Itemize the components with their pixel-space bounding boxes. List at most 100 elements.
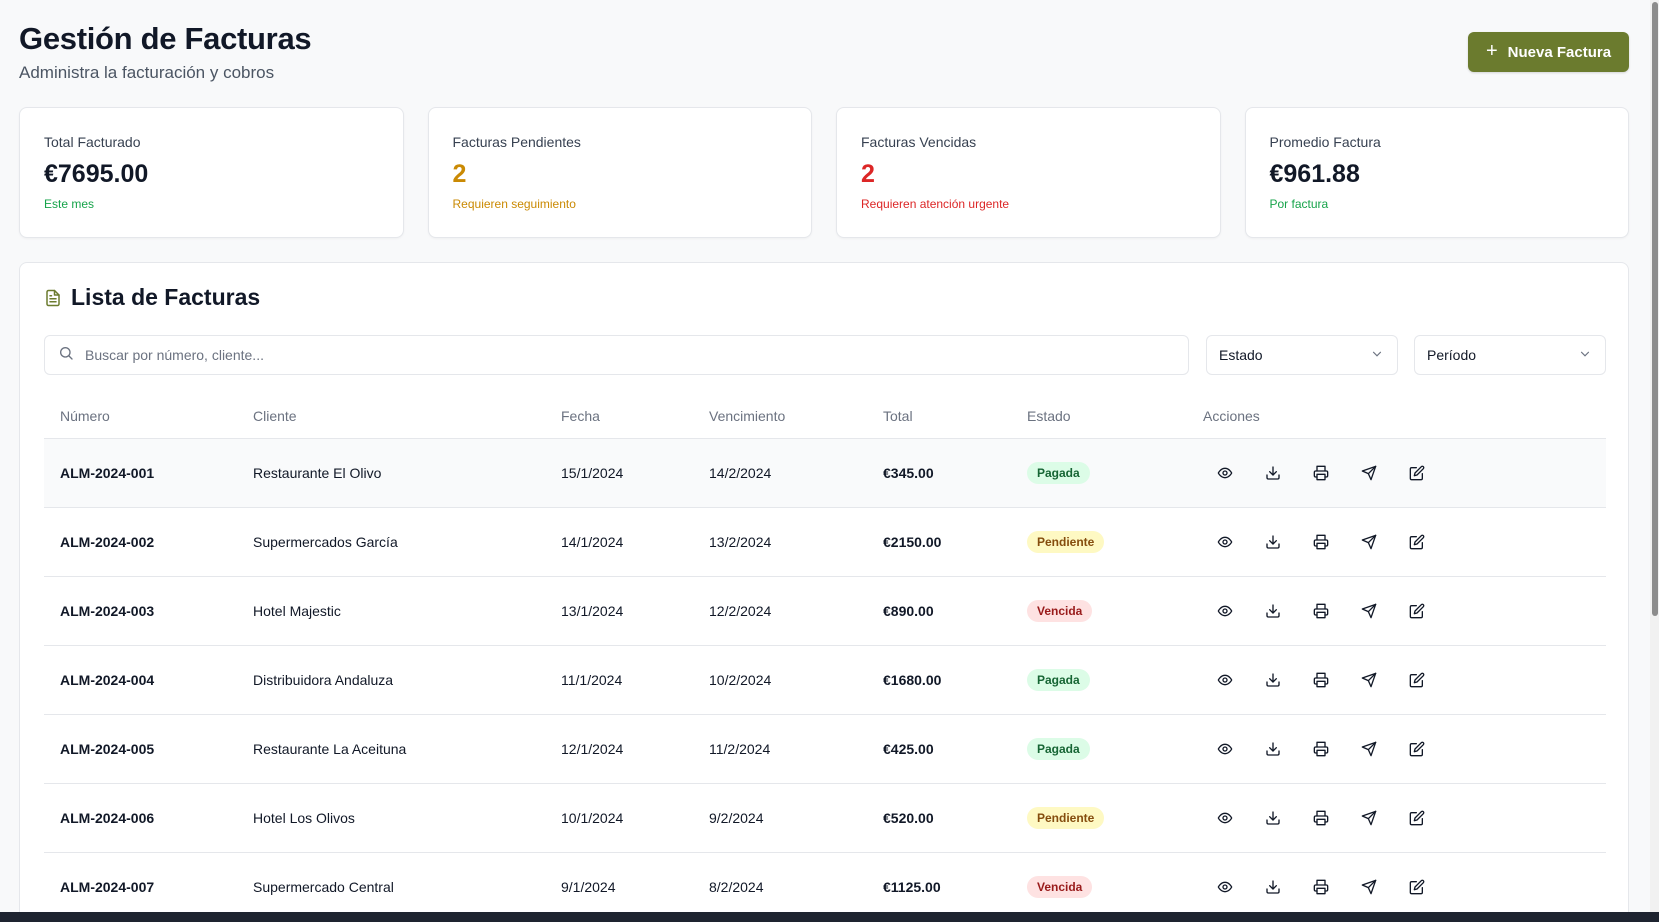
periodo-select-value: Período	[1427, 347, 1477, 363]
page-subtitle: Administra la facturación y cobros	[19, 63, 275, 82]
print-button[interactable]	[1297, 457, 1345, 489]
edit-button[interactable]	[1393, 664, 1441, 696]
periodo-select[interactable]: Período	[1414, 335, 1606, 375]
send-button[interactable]	[1345, 871, 1393, 903]
stat-value: 2	[861, 160, 875, 188]
edit-button[interactable]	[1393, 802, 1441, 834]
edit-button[interactable]	[1393, 526, 1441, 558]
view-button[interactable]	[1201, 802, 1249, 834]
scrollbar[interactable]	[1650, 0, 1659, 912]
send-button[interactable]	[1345, 802, 1393, 834]
table-row[interactable]: ALM-2024-005 Restaurante La Aceituna 12/1/…	[44, 715, 1606, 784]
edit-button[interactable]	[1393, 733, 1441, 765]
row-actions	[1203, 595, 1606, 627]
table-row[interactable]: ALM-2024-003 Hotel Majestic 13/1/2024 12/2/…	[44, 577, 1606, 646]
document-icon	[44, 288, 62, 308]
send-icon	[1361, 603, 1377, 619]
download-button[interactable]	[1249, 733, 1297, 765]
print-button[interactable]	[1297, 595, 1345, 627]
table-row[interactable]: ALM-2024-001 Restaurante El Olivo 15/1/202…	[44, 439, 1606, 508]
invoice-page: Gestión de Facturas Administra la factur…	[19, 0, 1629, 922]
edit-icon	[1409, 741, 1425, 757]
print-button[interactable]	[1297, 526, 1345, 558]
invoice-list-card: Lista de Facturas Estado Período Número …	[19, 262, 1629, 922]
status-badge: Vencida	[1027, 876, 1093, 898]
search-input[interactable]	[85, 347, 1165, 363]
download-button[interactable]	[1249, 595, 1297, 627]
view-button[interactable]	[1201, 595, 1249, 627]
invoice-total: €345.00	[883, 465, 934, 481]
printer-icon	[1313, 879, 1329, 895]
invoice-client: Distribuidora Andaluza	[253, 672, 394, 688]
download-button[interactable]	[1249, 871, 1297, 903]
stat-label: Total Facturado	[44, 134, 141, 150]
download-icon	[1265, 603, 1281, 619]
printer-icon	[1313, 534, 1329, 550]
download-button[interactable]	[1249, 664, 1297, 696]
download-icon	[1265, 465, 1281, 481]
stat-note: Requieren atención urgente	[861, 197, 1010, 211]
print-button[interactable]	[1297, 871, 1345, 903]
invoice-total: €425.00	[883, 741, 934, 757]
printer-icon	[1313, 603, 1329, 619]
download-button[interactable]	[1249, 457, 1297, 489]
stat-label: Promedio Factura	[1269, 134, 1381, 150]
view-button[interactable]	[1201, 871, 1249, 903]
edit-button[interactable]	[1393, 457, 1441, 489]
download-button[interactable]	[1249, 526, 1297, 558]
send-button[interactable]	[1345, 664, 1393, 696]
send-button[interactable]	[1345, 526, 1393, 558]
stat-value: 2	[452, 160, 467, 188]
view-button[interactable]	[1201, 457, 1249, 489]
download-button[interactable]	[1249, 802, 1297, 834]
print-button[interactable]	[1297, 664, 1345, 696]
invoice-date: 13/1/2024	[561, 603, 624, 619]
stat-value: €961.88	[1269, 160, 1360, 188]
table-row[interactable]: ALM-2024-004 Distribuidora Andaluza 11/1/2…	[44, 646, 1606, 715]
send-button[interactable]	[1345, 457, 1393, 489]
row-actions	[1203, 802, 1606, 834]
printer-icon	[1313, 741, 1329, 757]
column-header-vencimiento: Vencimiento	[709, 407, 786, 424]
printer-icon	[1313, 465, 1329, 481]
download-icon	[1265, 534, 1281, 550]
download-icon	[1265, 810, 1281, 826]
edit-icon	[1409, 810, 1425, 826]
edit-icon	[1409, 879, 1425, 895]
status-badge: Pendiente	[1027, 807, 1105, 829]
table-row[interactable]: ALM-2024-006 Hotel Los Olivos 10/1/2024 9/2…	[44, 784, 1606, 853]
search-icon	[58, 345, 74, 366]
status-badge: Pagada	[1027, 462, 1090, 484]
send-button[interactable]	[1345, 595, 1393, 627]
table-row[interactable]: ALM-2024-002 Supermercados García 14/1/202…	[44, 508, 1606, 577]
print-button[interactable]	[1297, 733, 1345, 765]
column-header-cliente: Cliente	[253, 407, 297, 424]
edit-button[interactable]	[1393, 595, 1441, 627]
invoice-date: 15/1/2024	[561, 465, 624, 481]
send-icon	[1361, 810, 1377, 826]
column-header-numero: Número	[60, 407, 110, 424]
invoice-due-date: 13/2/2024	[709, 534, 772, 550]
invoice-total: €520.00	[883, 810, 934, 826]
invoice-number: ALM-2024-001	[60, 465, 155, 481]
new-invoice-button[interactable]: + Nueva Factura	[1468, 32, 1629, 72]
stat-note: Por factura	[1269, 197, 1329, 211]
estado-select[interactable]: Estado	[1206, 335, 1398, 375]
edit-button[interactable]	[1393, 871, 1441, 903]
scrollbar-thumb[interactable]	[1652, 2, 1658, 616]
column-header-acciones: Acciones	[1203, 407, 1260, 424]
view-button[interactable]	[1201, 664, 1249, 696]
eye-icon	[1217, 879, 1233, 895]
print-button[interactable]	[1297, 802, 1345, 834]
invoice-due-date: 14/2/2024	[709, 465, 772, 481]
eye-icon	[1217, 672, 1233, 688]
invoice-total: €1125.00	[883, 879, 941, 895]
invoice-client: Restaurante El Olivo	[253, 465, 382, 481]
stat-card-pending: Facturas Pendientes 2 Requieren seguimie…	[427, 107, 812, 238]
column-header-estado: Estado	[1027, 407, 1071, 424]
send-button[interactable]	[1345, 733, 1393, 765]
view-button[interactable]	[1201, 526, 1249, 558]
view-button[interactable]	[1201, 733, 1249, 765]
table-row[interactable]: ALM-2024-007 Supermercado Central 9/1/2024…	[44, 853, 1606, 922]
invoice-client: Supermercados García	[253, 534, 398, 550]
